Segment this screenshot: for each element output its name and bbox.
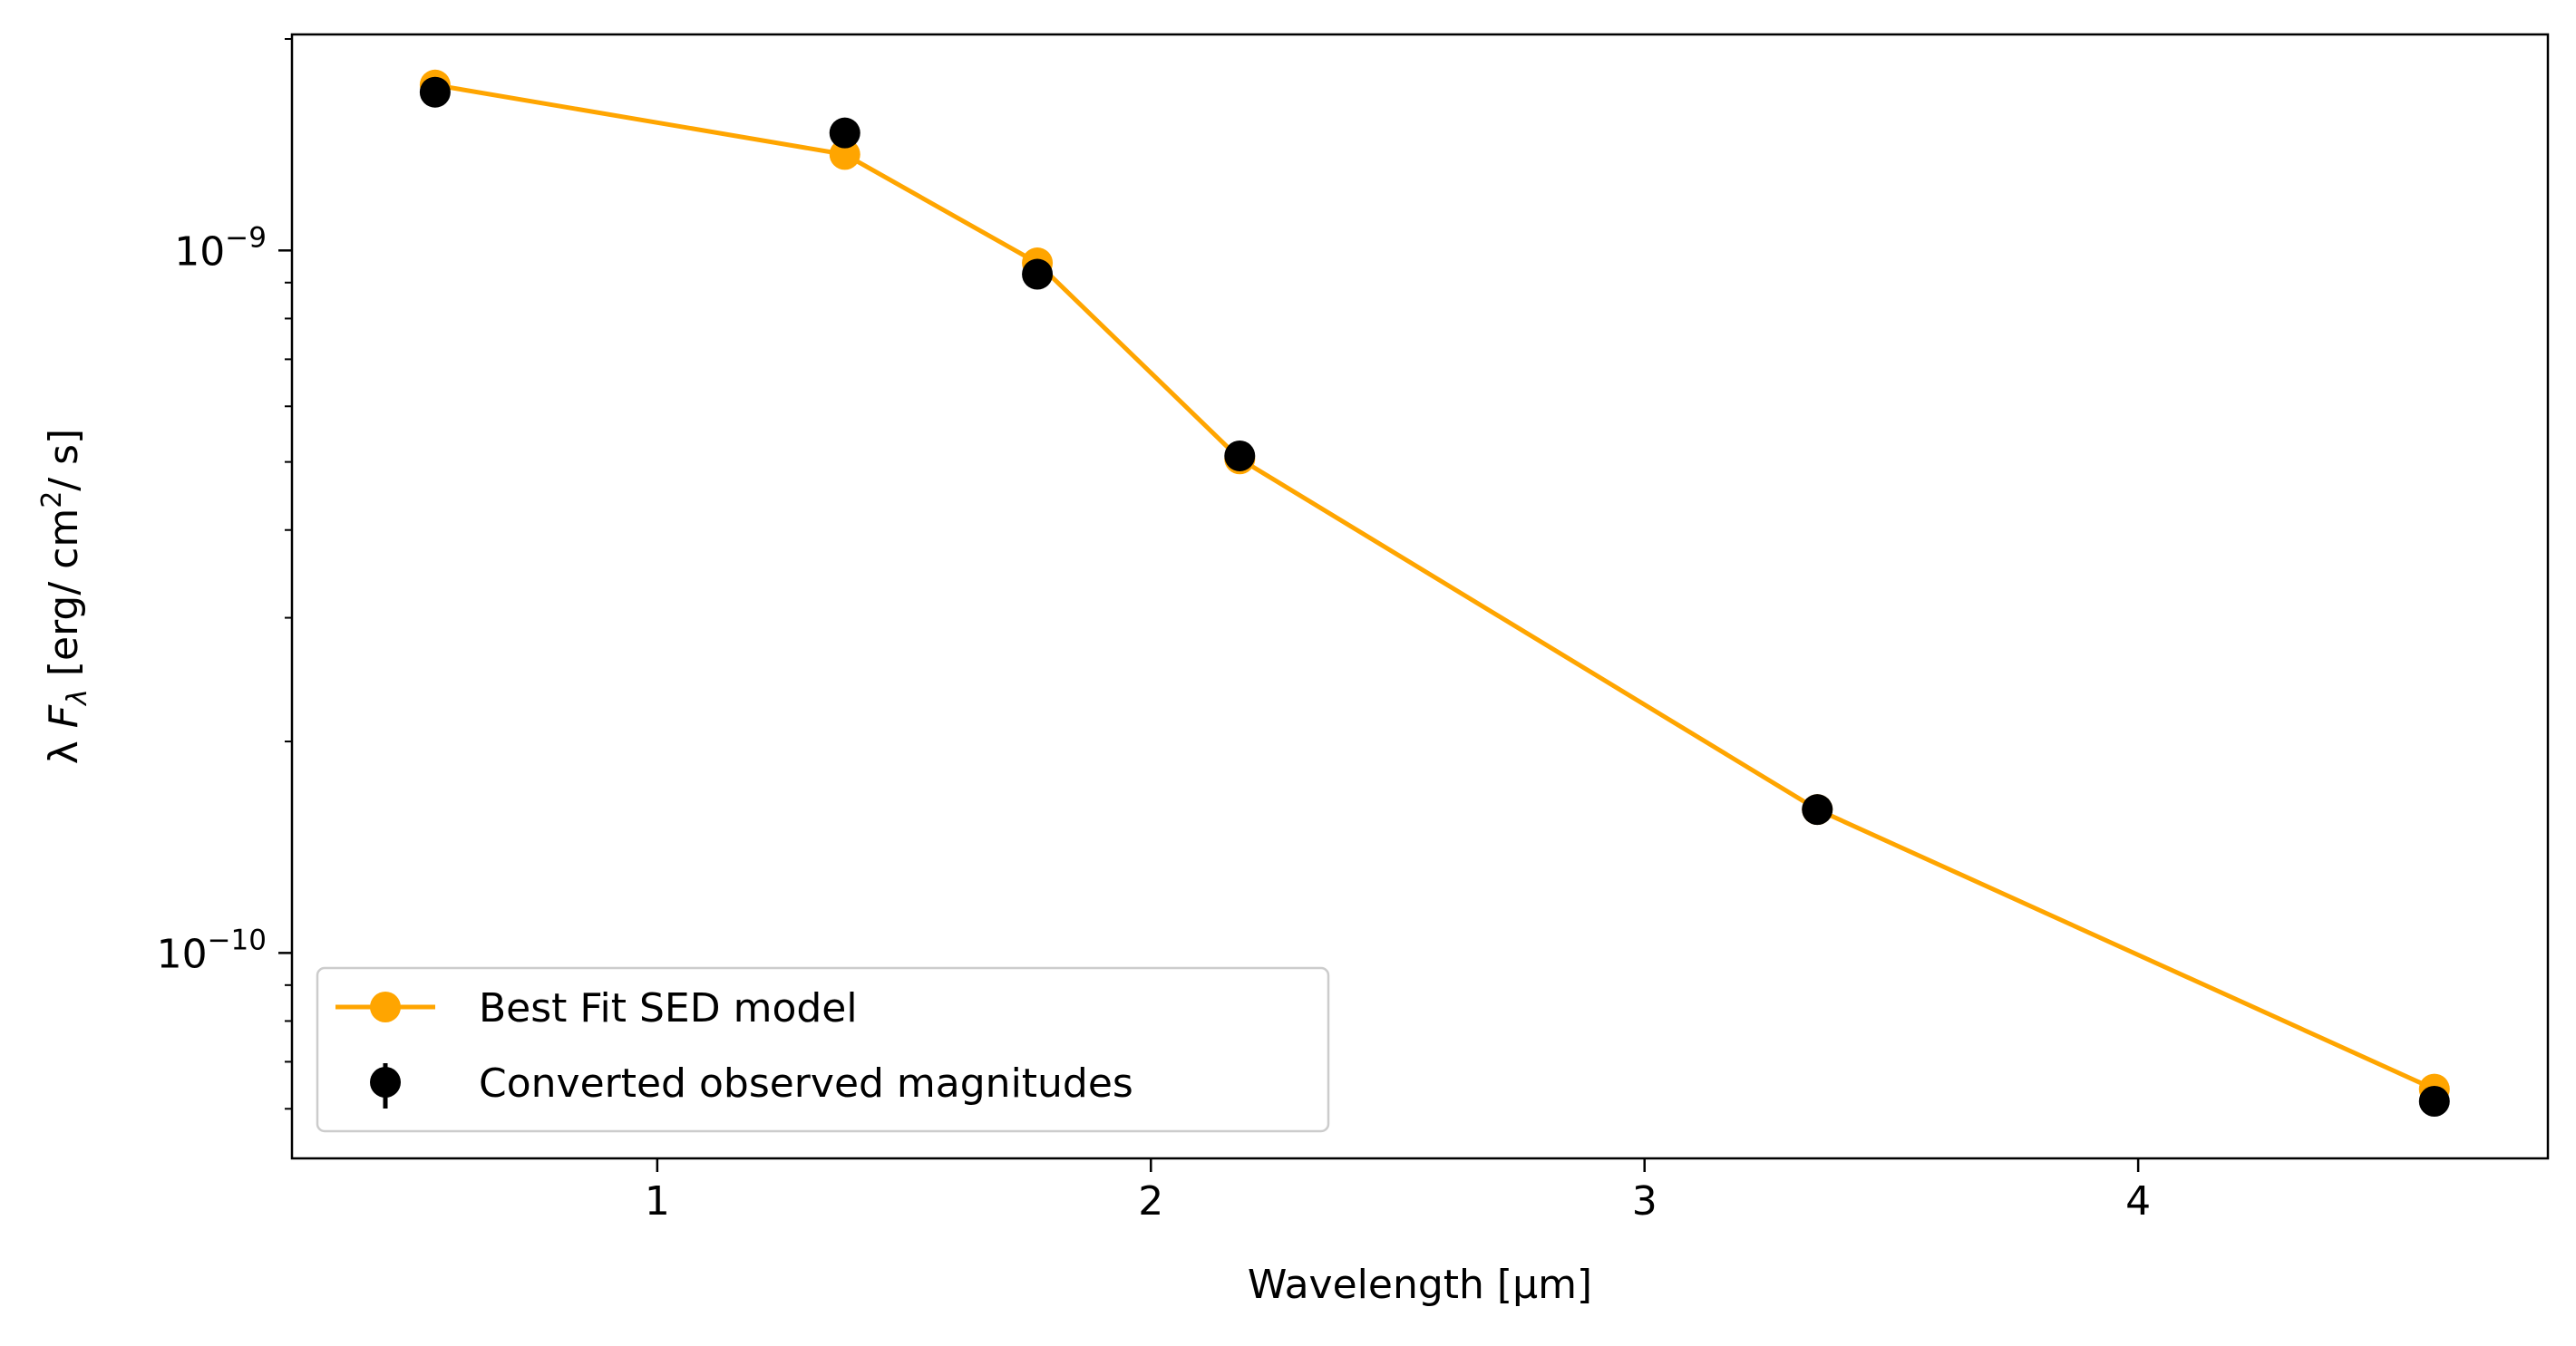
observed-point-2 [1022,258,1054,290]
x-axis-label: Wavelength [μm] [1248,1262,1592,1308]
x-tick-label-3: 4 [2125,1178,2151,1225]
legend-marker-model [370,992,401,1022]
x-tick-label-0: 1 [645,1178,670,1225]
y-axis-label: λ Fλ [erg/ cm2/ s] [36,429,93,764]
legend: Best Fit SED model Converted observed ma… [316,966,1330,1133]
y-tick-label-0: 10−10 [157,924,267,977]
observed-point-3 [1224,440,1256,471]
legend-label-observed: Converted observed magnitudes [479,1060,1133,1107]
observed-point-0 [419,76,451,108]
plot-frame [290,33,2550,1160]
legend-label-model: Best Fit SED model [479,985,858,1031]
series-model-line [434,82,2435,1091]
observed-point-4 [1802,794,1833,826]
observed-point-1 [829,117,860,149]
x-tick-label-1: 2 [1138,1178,1163,1225]
x-tick-label-2: 3 [1632,1178,1657,1225]
axis-ticks: 1 2 3 4 10−10 10−9 [157,38,2151,1225]
series-layer [419,69,2450,1117]
y-tick-label-1: 10−9 [174,221,267,275]
observed-point-5 [2418,1085,2450,1117]
legend-box [316,966,1330,1133]
legend-marker-observed [370,1067,401,1098]
model-point-1 [829,139,860,170]
